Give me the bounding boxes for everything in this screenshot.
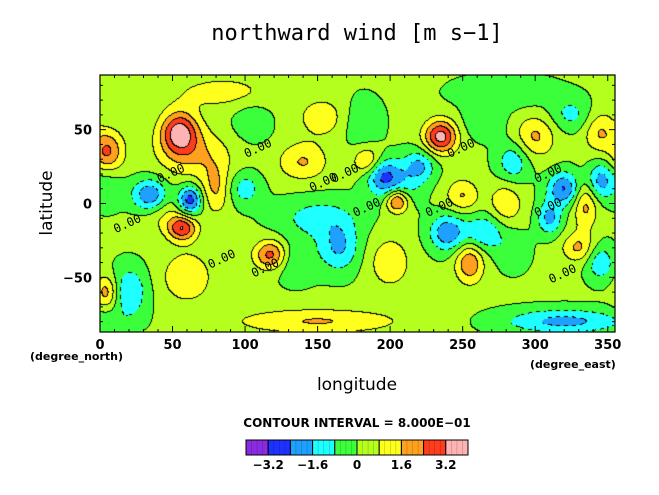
colorbar-tick-label: −1.6 bbox=[297, 458, 328, 472]
x-tick-label: 50 bbox=[163, 338, 181, 353]
chart-title: northward wind [m s−1] bbox=[211, 21, 502, 46]
x-tick-label: 250 bbox=[449, 338, 476, 353]
x-tick-label: 200 bbox=[377, 338, 404, 353]
x-tick-label: 300 bbox=[522, 338, 549, 353]
colorbar-ticks: −3.2 −1.6 0 1.6 3.2 bbox=[253, 458, 457, 472]
colorbar-swatch bbox=[445, 439, 469, 456]
colorbar-tick-label: −3.2 bbox=[253, 458, 284, 472]
y-unit-label: (degree_east) bbox=[530, 358, 616, 371]
colorbar-tick-label: 3.2 bbox=[435, 458, 456, 472]
y-tick-label: 0 bbox=[83, 198, 92, 213]
colorbar-tick-label: 1.6 bbox=[391, 458, 412, 472]
x-tick-label: 150 bbox=[304, 338, 331, 353]
contour-interval-text: CONTOUR INTERVAL = 8.000E−01 bbox=[243, 416, 470, 430]
colorbar bbox=[245, 439, 469, 456]
contour-field bbox=[100, 75, 615, 332]
y-tick-label: −50 bbox=[63, 271, 92, 286]
y-tick-label: 50 bbox=[74, 124, 92, 139]
y-axis: 50 0 −50 bbox=[63, 84, 615, 323]
x-tick-label: 350 bbox=[594, 338, 621, 353]
y-axis-label: latitude bbox=[37, 170, 57, 235]
x-tick-label: 100 bbox=[232, 338, 259, 353]
x-axis: 0 50 100 150 200 250 300 350 bbox=[95, 75, 621, 353]
plot-area: 0.000.000.000.000.000.000.000.00 0.000.00… bbox=[100, 75, 615, 332]
colorbar-tick-label: 0 bbox=[353, 458, 361, 472]
x-axis-label: longitude bbox=[317, 375, 397, 395]
x-unit-label: (degree_north) bbox=[30, 350, 123, 363]
x-tick-label: 0 bbox=[95, 338, 104, 353]
